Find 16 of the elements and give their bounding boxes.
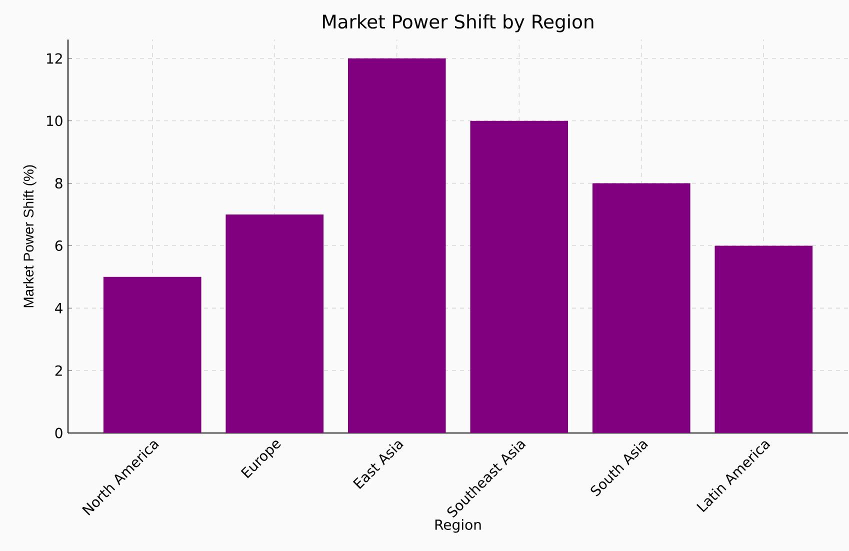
x-axis-title: Region	[435, 519, 481, 533]
y-tick-label: 0	[55, 428, 62, 438]
y-axis-title: Market Power Shift (%)	[23, 165, 36, 308]
bar	[348, 58, 446, 433]
bar	[592, 183, 690, 433]
y-tick-label: 6	[55, 240, 62, 251]
y-tick-label: 12	[47, 53, 62, 64]
bar	[226, 214, 324, 433]
bar	[714, 246, 813, 433]
y-tick-label: 4	[55, 303, 62, 314]
bar	[103, 276, 202, 433]
bar	[470, 120, 568, 433]
y-tick-label: 8	[55, 178, 62, 189]
chart-title: Market Power Shift by Region	[323, 14, 594, 32]
y-tick-label: 10	[47, 116, 62, 126]
y-tick-label: 2	[55, 365, 62, 376]
